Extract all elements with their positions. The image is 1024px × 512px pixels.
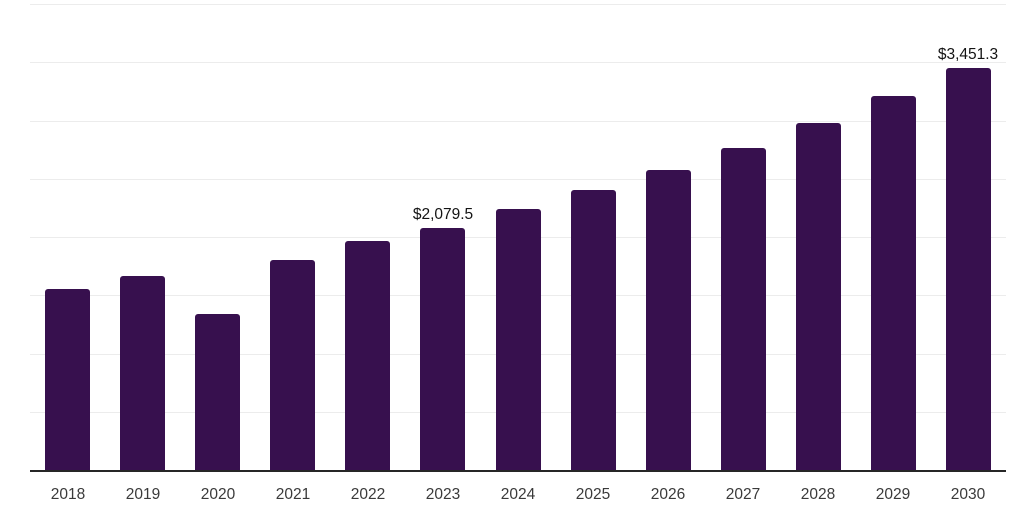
bar-2019 <box>120 276 165 470</box>
x-tick-label-2024: 2024 <box>500 486 536 503</box>
bar-2026 <box>646 170 691 470</box>
gridline <box>30 4 1006 5</box>
x-tick-label-2023: 2023 <box>425 486 461 503</box>
gridline <box>30 179 1006 180</box>
bar-2027 <box>721 148 766 470</box>
bar-2018 <box>45 289 90 470</box>
bar-2025 <box>571 190 616 470</box>
x-tick-label-2021: 2021 <box>275 486 311 503</box>
bar-2029 <box>871 96 916 470</box>
x-tick-label-2022: 2022 <box>350 486 386 503</box>
data-label-2023: $2,079.5 <box>412 206 474 223</box>
data-label-2030: $3,451.3 <box>937 46 999 63</box>
bar-2023 <box>420 228 465 470</box>
x-tick-label-2027: 2027 <box>725 486 761 503</box>
x-tick-label-2030: 2030 <box>950 486 986 503</box>
gridline <box>30 62 1006 63</box>
bar-2021 <box>270 260 315 470</box>
x-tick-label-2018: 2018 <box>50 486 86 503</box>
bar-2020 <box>195 314 240 470</box>
x-tick-label-2028: 2028 <box>800 486 836 503</box>
x-tick-label-2029: 2029 <box>875 486 911 503</box>
x-axis-line <box>30 470 1006 472</box>
bar-2022 <box>345 241 390 470</box>
bar-2024 <box>496 209 541 470</box>
x-tick-label-2025: 2025 <box>575 486 611 503</box>
gridline <box>30 121 1006 122</box>
x-tick-label-2026: 2026 <box>650 486 686 503</box>
x-tick-label-2020: 2020 <box>200 486 236 503</box>
bar-2030 <box>946 68 991 470</box>
x-tick-label-2019: 2019 <box>125 486 161 503</box>
bar-2028 <box>796 123 841 470</box>
